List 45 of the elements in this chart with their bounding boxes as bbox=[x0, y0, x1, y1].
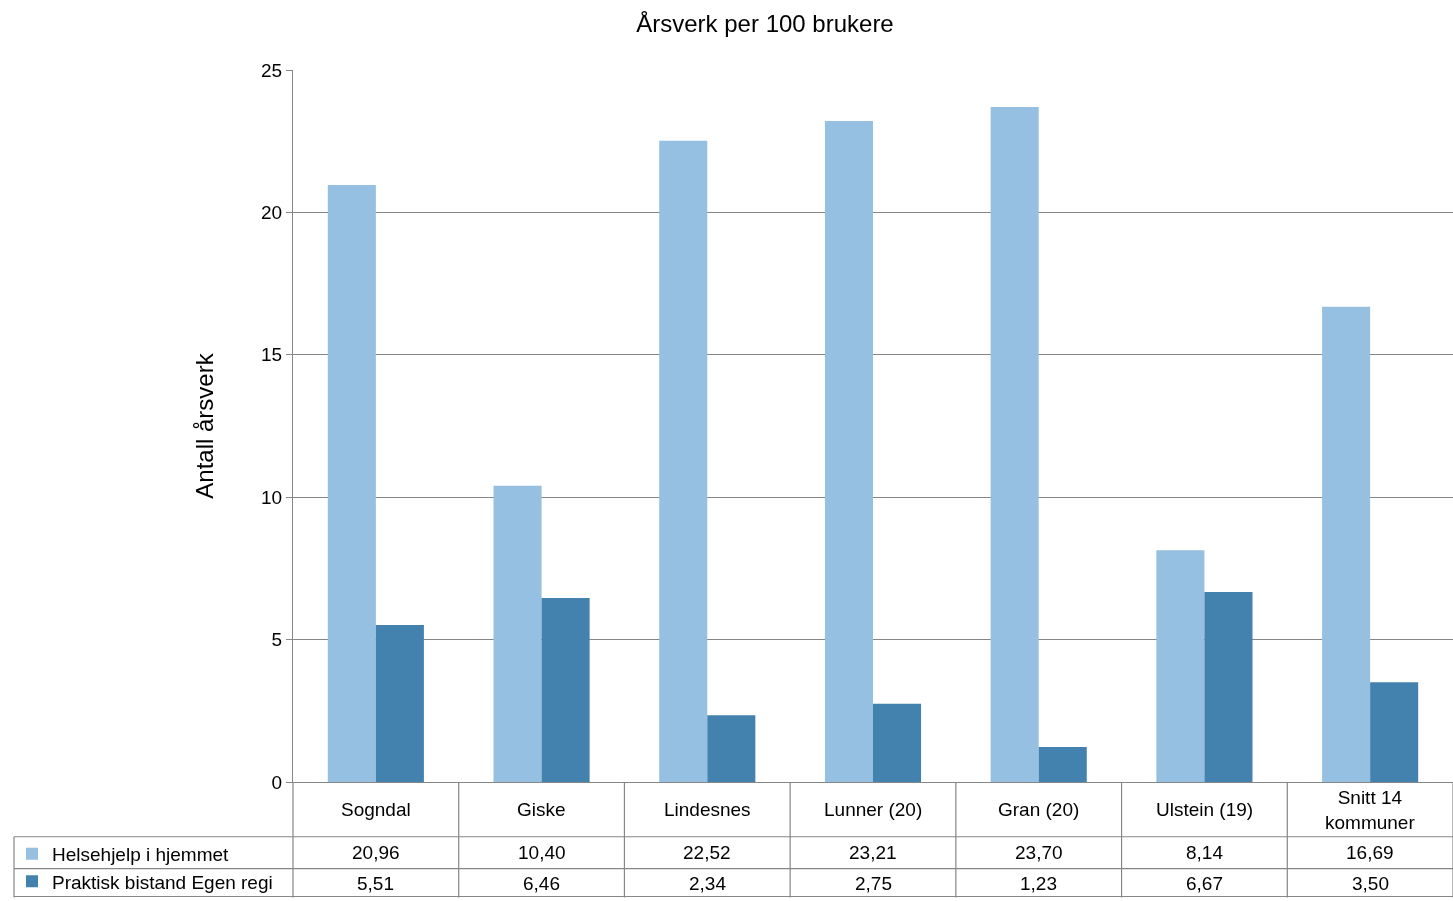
bar bbox=[1156, 550, 1205, 782]
legend-label: Praktisk bistand Egen regi bbox=[52, 871, 273, 893]
y-tick-label: 15 bbox=[261, 344, 283, 366]
bar bbox=[1204, 592, 1253, 782]
x-tick-label: Ulstein (19) bbox=[1156, 799, 1254, 820]
data-label: 6,46 bbox=[523, 873, 560, 894]
y-tick-label: 10 bbox=[261, 486, 283, 508]
bar bbox=[1038, 746, 1087, 782]
bar bbox=[327, 185, 376, 782]
bar bbox=[824, 120, 873, 782]
data-label: 23,70 bbox=[1015, 842, 1063, 863]
data-label: 3,50 bbox=[1352, 873, 1389, 894]
y-tick-label: 25 bbox=[261, 59, 283, 81]
legend-label: Helsehjelp i hjemmet bbox=[52, 844, 230, 866]
bar bbox=[1322, 306, 1371, 782]
data-label: 22,52 bbox=[683, 842, 731, 863]
data-label: 8,14 bbox=[1186, 842, 1224, 863]
data-label: 20,96 bbox=[352, 842, 400, 863]
bar bbox=[873, 703, 922, 782]
data-label: 2,75 bbox=[855, 873, 892, 894]
bar bbox=[707, 715, 756, 782]
y-axis-title: Antall årsverk bbox=[191, 352, 219, 499]
data-label: 2,34 bbox=[689, 873, 727, 894]
x-tick-label: Sogndal bbox=[341, 799, 411, 820]
x-tick-label: Giske bbox=[517, 799, 566, 820]
data-label: 10,40 bbox=[518, 842, 566, 863]
bar bbox=[375, 625, 424, 782]
chart-title: Årsverk per 100 brukere bbox=[636, 10, 894, 38]
bar bbox=[990, 107, 1039, 782]
x-tick-label: Gran (20) bbox=[998, 799, 1080, 820]
x-tick-label: Lindesnes bbox=[664, 799, 751, 820]
data-label: 23,21 bbox=[849, 842, 897, 863]
data-label: 6,67 bbox=[1186, 873, 1223, 894]
data-label: 1,23 bbox=[1020, 873, 1057, 894]
data-label: 16,69 bbox=[1346, 842, 1394, 863]
x-tick-label: Snitt 14 kommuner bbox=[1325, 787, 1416, 833]
x-tick-label: Lunner (20) bbox=[824, 799, 923, 820]
bar bbox=[541, 598, 590, 782]
y-tick-label: 20 bbox=[261, 202, 283, 224]
y-tick-label: 5 bbox=[271, 629, 283, 651]
bar bbox=[1370, 682, 1419, 782]
bar bbox=[493, 485, 542, 782]
data-label: 5,51 bbox=[357, 873, 394, 894]
bar bbox=[659, 140, 708, 782]
y-tick-label: 0 bbox=[271, 771, 283, 793]
